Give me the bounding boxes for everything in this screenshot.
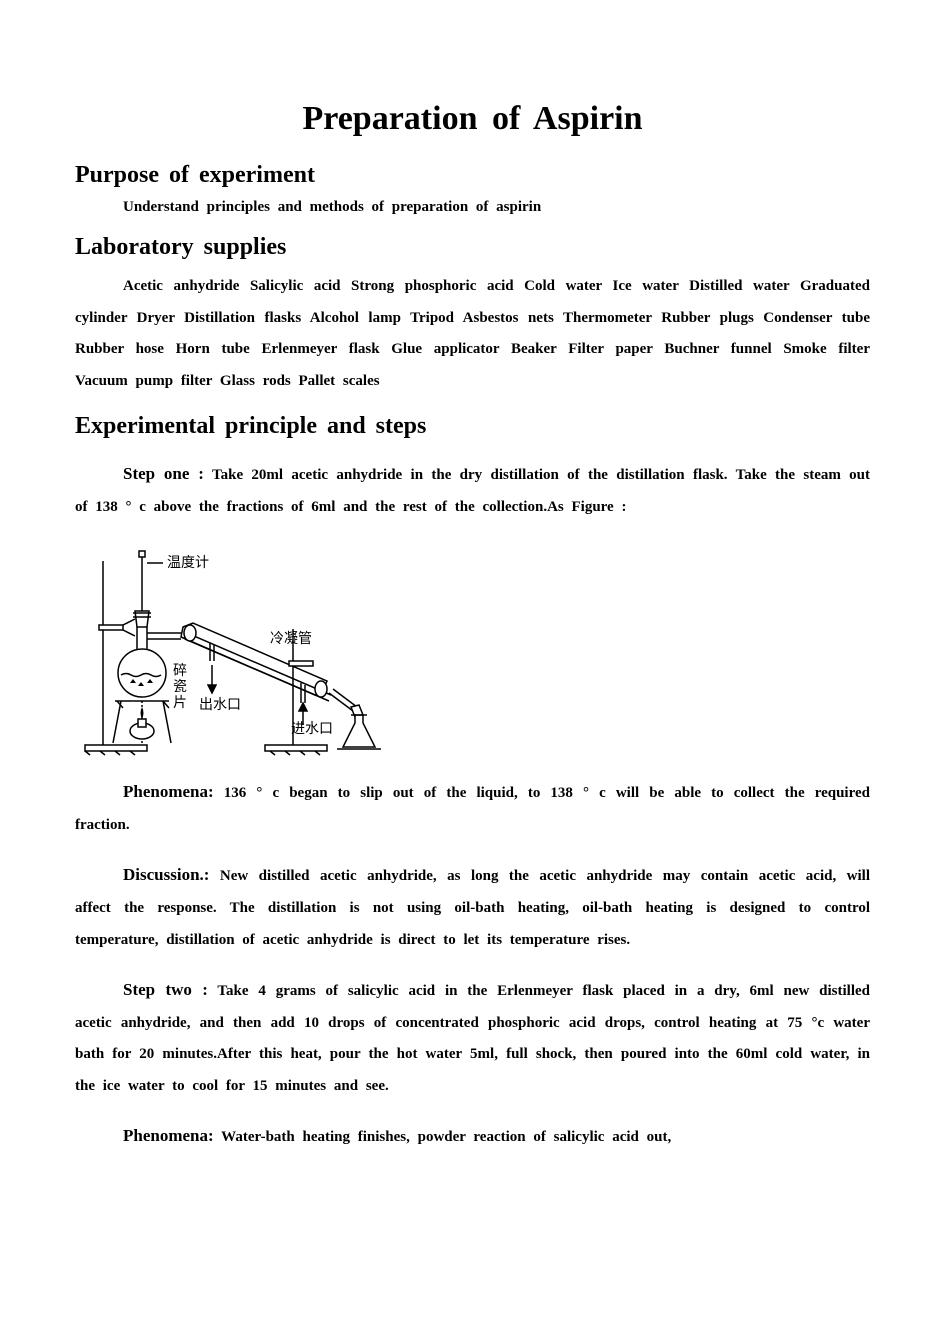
step-two-block: Step two : Take 4 grams of salicylic aci… — [75, 972, 870, 1102]
supplies-heading: Laboratory supplies — [75, 234, 870, 261]
phenomena-one-block: Phenomena: 136 ° c began to slip out of … — [75, 774, 870, 841]
supplies-text: Acetic anhydride Salicylic acid Strong p… — [75, 278, 870, 389]
phenomena-two-text: Water-bath heating finishes, powder reac… — [214, 1129, 672, 1145]
phenomena-two-block: Phenomena: Water-bath heating finishes, … — [75, 1118, 870, 1154]
figure-label-condenser: 冷凝管 — [270, 631, 312, 647]
figure-label-chips-2: 瓷 — [173, 679, 187, 695]
step-one-label: Step one : — [123, 464, 204, 483]
figure-label-chips-1: 碎 — [173, 663, 187, 679]
phenomena-one-label: Phenomena: — [123, 782, 214, 801]
supplies-list: Acetic anhydride Salicylic acid Strong p… — [75, 271, 870, 397]
purpose-heading: Purpose of experiment — [75, 162, 870, 189]
principle-heading: Experimental principle and steps — [75, 413, 870, 440]
step-two-label: Step two : — [123, 980, 208, 999]
step-two-text: Take 4 grams of salicylic acid in the Er… — [75, 983, 870, 1094]
figure-label-water-in: 进水口 — [291, 721, 333, 737]
figure-label-thermometer: 温度计 — [167, 555, 209, 571]
figure-label-water-out: 出水口 — [199, 697, 241, 713]
document-title: Preparation of Aspirin — [75, 100, 870, 138]
distillation-apparatus-svg: 温度计 冷凝管 碎 瓷 片 出水口 进水口 — [75, 533, 395, 758]
discussion-block: Discussion.: New distilled acetic anhydr… — [75, 857, 870, 956]
step-one-block: Step one : Take 20ml acetic anhydride in… — [75, 456, 870, 523]
discussion-label: Discussion.: — [123, 865, 209, 884]
figure-label-chips-3: 片 — [173, 695, 187, 711]
purpose-text: Understand principles and methods of pre… — [123, 199, 870, 216]
phenomena-two-label: Phenomena: — [123, 1126, 214, 1145]
distillation-figure: 温度计 冷凝管 碎 瓷 片 出水口 进水口 — [75, 533, 870, 758]
